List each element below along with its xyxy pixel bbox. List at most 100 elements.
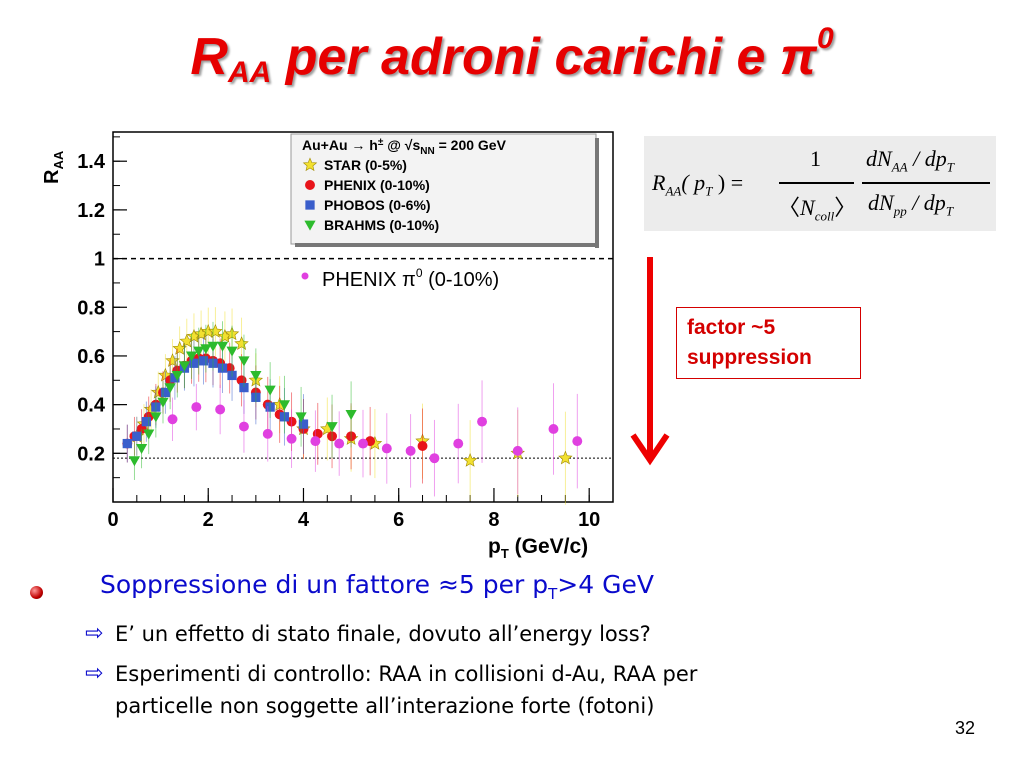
legend-label: PHOBOS (0-6%)	[324, 197, 431, 213]
formula-den2: dNpp / dpT	[868, 190, 954, 219]
data-point	[132, 431, 142, 441]
data-point	[417, 441, 428, 451]
data-point	[157, 397, 169, 408]
data-point	[381, 443, 392, 454]
data-point	[170, 373, 180, 383]
sub-bullet-arrow-icon: ⇨	[85, 621, 104, 646]
y-tick-label: 1	[94, 249, 105, 271]
data-point	[200, 344, 212, 355]
data-point	[216, 341, 229, 352]
data-point	[128, 456, 141, 467]
x-tick-label: 8	[488, 509, 499, 531]
bullet-dot-icon	[30, 586, 43, 599]
data-point	[405, 445, 416, 456]
data-point	[238, 356, 250, 367]
data-point	[234, 336, 249, 350]
x-tick-label: 6	[393, 509, 404, 531]
legend-marker	[305, 200, 315, 210]
data-point	[122, 438, 132, 449]
data-point	[150, 412, 162, 423]
data-point	[326, 422, 338, 433]
data-point	[298, 419, 309, 429]
data-point	[548, 424, 559, 434]
data-point	[512, 445, 523, 456]
x-tick-label: 0	[107, 509, 118, 531]
data-point	[358, 438, 368, 449]
x-tick-label: 2	[203, 509, 214, 531]
x-axis-title: pT (GeV/c)	[488, 535, 588, 560]
data-point	[295, 412, 307, 423]
y-axis-title: RAA	[41, 150, 66, 184]
formula-lhs: RAA( pT ) =	[652, 170, 744, 199]
data-point	[207, 341, 219, 352]
data-point	[135, 444, 148, 455]
data-point	[462, 452, 478, 467]
data-point	[345, 409, 357, 420]
sub-bullet-2: Esperimenti di controllo: RAA in collisi…	[115, 662, 698, 686]
legend-marker	[305, 180, 315, 190]
raa-formula: RAA( pT ) = 1 〈Ncoll〉 dNAA / dpT dNpp / …	[644, 136, 996, 231]
suppression-arrow-icon	[630, 257, 670, 466]
x-tick-label: 4	[298, 509, 310, 531]
slide-title: RAA per adroni carichi e π0	[190, 22, 834, 89]
data-point	[167, 414, 178, 425]
data-point	[215, 404, 226, 415]
data-point	[189, 358, 199, 368]
data-point	[453, 438, 464, 449]
formula-num2: dNAA / dpT	[866, 146, 954, 175]
data-point	[286, 433, 297, 444]
factor-line2: suppression	[687, 346, 812, 369]
legend-label: BRAHMS (0-10%)	[324, 217, 439, 233]
data-point	[238, 421, 249, 432]
data-point	[164, 383, 176, 394]
data-point	[477, 416, 488, 427]
data-point	[334, 438, 345, 449]
data-point	[171, 371, 183, 382]
series-circle	[167, 380, 583, 497]
data-point	[160, 387, 171, 398]
data-point	[558, 450, 573, 465]
y-tick-label: 0.2	[77, 443, 105, 465]
data-point	[250, 371, 262, 382]
formula-den1: 〈Ncoll〉	[778, 195, 857, 224]
data-point	[262, 428, 273, 439]
legend-label: STAR (0-5%)	[324, 157, 407, 173]
formula-num1: 1	[810, 146, 821, 171]
legend-marker	[304, 220, 316, 231]
legend-header: Au+Au → h± @ √sNN = 200 GeV	[302, 137, 507, 157]
data-point	[191, 402, 202, 413]
data-point	[572, 436, 583, 447]
page-number: 32	[955, 718, 976, 738]
data-point	[208, 324, 223, 338]
y-tick-label: 0.8	[77, 297, 105, 319]
data-point	[143, 429, 155, 440]
sub-bullet-1: E’ un effetto di stato finale, dovuto al…	[115, 622, 651, 646]
y-tick-label: 0.6	[77, 346, 105, 368]
chart-legend: Au+Au → h± @ √sNN = 200 GeV STAR (0-5%) P…	[290, 133, 599, 291]
data-point	[264, 385, 276, 396]
data-point	[310, 436, 321, 447]
legend-label-phenix-pi0: PHENIX π0 (0-10%)	[322, 266, 499, 291]
data-point	[198, 356, 209, 366]
data-point	[178, 361, 191, 372]
legend-label: PHENIX (0-10%)	[324, 177, 430, 193]
series-triangle-down	[128, 321, 357, 480]
sub-bullet-2-continued: particelle non soggette all’interazione …	[115, 694, 655, 718]
data-point	[226, 346, 238, 357]
data-point	[141, 417, 151, 427]
data-point	[278, 400, 291, 411]
legend-marker-pi0	[301, 272, 309, 280]
data-point	[193, 346, 205, 357]
y-tick-label: 1.4	[77, 151, 106, 173]
data-point	[239, 382, 249, 393]
x-tick-label: 10	[578, 509, 600, 531]
y-tick-label: 0.4	[77, 395, 106, 417]
raa-chart: 0.2 0.4 0.6 0.8 1 1.2 1.4 0 2 4 6 8 10 Au+Au → h± @…	[30, 120, 620, 560]
data-point	[185, 351, 198, 362]
legend-marker	[302, 157, 318, 172]
y-tick-label: 1.2	[77, 200, 105, 222]
factor-annotation: factor ~5 suppression	[676, 307, 861, 379]
sub-bullet-arrow-icon: ⇨	[85, 661, 104, 686]
data-point	[429, 453, 440, 464]
bullet-main: Soppressione di un fattore ≈5 per pT>4 G…	[100, 570, 654, 603]
